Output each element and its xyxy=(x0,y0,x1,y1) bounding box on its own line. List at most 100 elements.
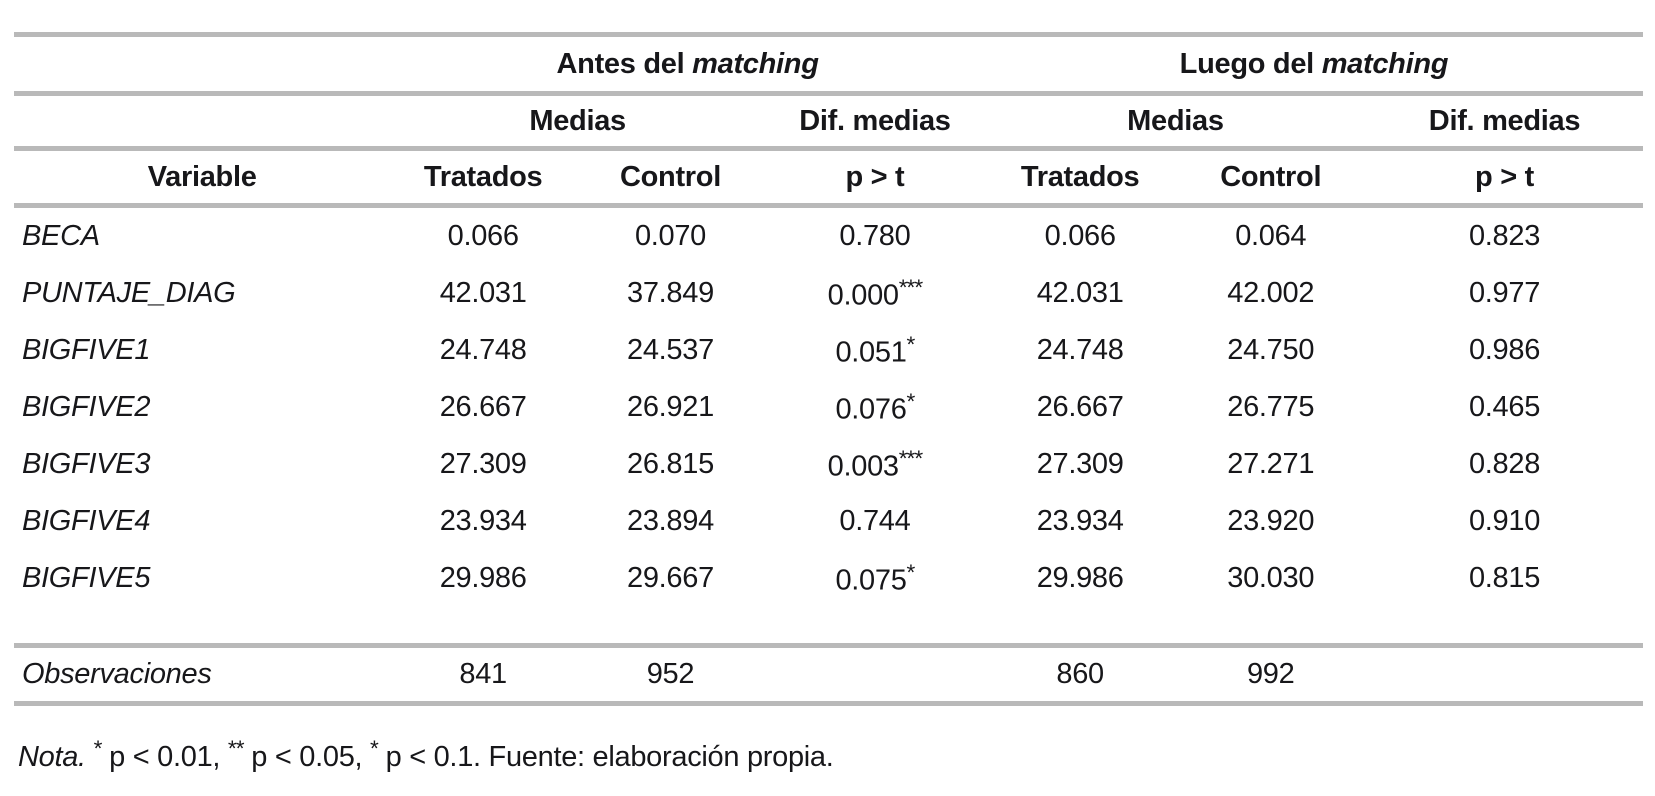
variable-name: BECA xyxy=(22,220,100,252)
group-header-row: Antes del matching Luego del matching xyxy=(14,34,1643,96)
antes-tratados-value: 0.066 xyxy=(447,220,519,252)
luego-control-value: 26.775 xyxy=(1227,391,1315,423)
antes-tratados-value: 42.031 xyxy=(439,277,527,309)
antes-control-value: 37.849 xyxy=(627,277,714,309)
luego-tratados-value: 24.748 xyxy=(1036,334,1124,366)
balance-table-container: Antes del matching Luego del matching Me… xyxy=(14,32,1643,706)
antes-control-value: 26.921 xyxy=(627,391,714,423)
antes-del-matching-header: Antes del matching xyxy=(390,34,985,96)
table-body: BECA 0.066 0.070 0.780 0.066 0.064 0.823 PUNTAJ… xyxy=(14,206,1643,646)
significance-stars: * xyxy=(906,559,916,585)
luego-control-value: 27.271 xyxy=(1227,448,1315,480)
antes-control-value: 26.815 xyxy=(627,448,714,480)
luego-p-value: 0.815 xyxy=(1468,562,1541,594)
antes-p-value: 0.076* xyxy=(835,388,916,426)
matching-balance-table: Antes del matching Luego del matching Me… xyxy=(14,32,1643,706)
luego-tratados-value: 27.309 xyxy=(1036,448,1124,480)
table-row: BIGFIVE5 29.986 29.667 0.075* 29.986 30.030 0.… xyxy=(14,550,1643,646)
table-row: BIGFIVE2 26.667 26.921 0.076* 26.667 26.775 0.… xyxy=(14,379,1643,436)
variable-name: BIGFIVE3 xyxy=(22,448,151,480)
luego-p-value: 0.977 xyxy=(1468,277,1541,309)
observations-label: Observaciones xyxy=(14,643,391,706)
antes-p-value: 0.000*** xyxy=(827,274,924,312)
luego-control-value: 42.002 xyxy=(1227,277,1315,309)
observations-row: Observaciones 841 952 860 992 xyxy=(14,643,1643,706)
note-sig2-text: p < 0.05, xyxy=(251,741,363,774)
luego-control-value: 24.750 xyxy=(1227,334,1315,366)
variable-name: BIGFIVE5 xyxy=(22,562,151,594)
antes-control-value: 23.894 xyxy=(627,505,714,537)
antes-tratados-value: 29.986 xyxy=(439,562,527,594)
luego-p-value: 0.910 xyxy=(1468,505,1541,537)
luego-control-value: 0.064 xyxy=(1235,220,1307,252)
luego-tratados-value: 23.934 xyxy=(1036,505,1124,537)
table-row: BIGFIVE1 24.748 24.537 0.051* 24.748 24.750 0.… xyxy=(14,322,1643,379)
antes-matching-label: matching xyxy=(692,47,819,80)
variable-name: BIGFIVE1 xyxy=(22,334,151,366)
antes-tratados-value: 24.748 xyxy=(439,334,527,366)
luego-p-value: 0.823 xyxy=(1468,220,1541,252)
dif-medias-header-luego: Dif. medias xyxy=(1366,93,1643,151)
antes-tratados-value: 27.309 xyxy=(439,448,527,480)
luego-del-label: Luego del xyxy=(1179,47,1315,80)
p-gt-t-column-header-antes: p > t xyxy=(764,148,985,208)
table-row: BIGFIVE3 27.309 26.815 0.003*** 27.309 27.271… xyxy=(14,436,1643,493)
control-column-header-luego: Control xyxy=(1175,148,1367,208)
luego-control-value: 30.030 xyxy=(1227,562,1315,594)
empty-cell xyxy=(1366,643,1643,706)
antes-del-label: Antes del xyxy=(556,47,685,80)
antes-tratados-value: 26.667 xyxy=(439,391,527,423)
observations-luego-control: 992 xyxy=(1175,643,1367,706)
p-gt-t-column-header-luego: p > t xyxy=(1366,148,1643,208)
antes-p-value: 0.744 xyxy=(839,505,911,537)
significance-stars: *** xyxy=(898,445,923,471)
empty-cell xyxy=(14,34,391,96)
note-sig2-stars: ** xyxy=(227,736,245,761)
empty-cell xyxy=(14,93,391,151)
note-sig1-text: p < 0.01, xyxy=(109,741,221,774)
luego-tratados-value: 26.667 xyxy=(1036,391,1124,423)
medias-header-luego: Medias xyxy=(984,93,1367,151)
significance-stars: * xyxy=(906,388,916,414)
antes-p-value: 0.051* xyxy=(835,331,916,369)
luego-control-value: 23.920 xyxy=(1227,505,1315,537)
luego-p-value: 0.828 xyxy=(1468,448,1541,480)
subgroup-header-row: Medias Dif. medias Medias Dif. medias xyxy=(14,93,1643,151)
antes-p-value: 0.003*** xyxy=(827,445,924,483)
tratados-column-header-luego: Tratados xyxy=(984,148,1176,208)
luego-del-matching-header: Luego del matching xyxy=(984,34,1643,96)
variable-name: BIGFIVE4 xyxy=(22,505,151,537)
note-sig3-text: p < 0.1. xyxy=(385,741,481,774)
tratados-column-header-antes: Tratados xyxy=(390,148,576,208)
antes-p-value: 0.780 xyxy=(839,220,911,252)
empty-cell xyxy=(764,643,985,706)
dif-medias-header-antes: Dif. medias xyxy=(764,93,985,151)
table-row: BIGFIVE4 23.934 23.894 0.744 23.934 23.920 0.9… xyxy=(14,493,1643,550)
table-row: BECA 0.066 0.070 0.780 0.066 0.064 0.823 xyxy=(14,206,1643,266)
note-label: Nota. xyxy=(18,741,86,774)
antes-tratados-value: 23.934 xyxy=(439,505,527,537)
medias-header-antes: Medias xyxy=(390,93,765,151)
antes-control-value: 29.667 xyxy=(627,562,714,594)
observations-luego-tratados: 860 xyxy=(984,643,1176,706)
significance-stars: * xyxy=(906,331,916,357)
luego-p-value: 0.986 xyxy=(1468,334,1541,366)
table-row: PUNTAJE_DIAG 42.031 37.849 0.000*** 42.031 42… xyxy=(14,265,1643,322)
antes-control-value: 0.070 xyxy=(634,220,707,252)
variable-name: PUNTAJE_DIAG xyxy=(22,277,236,309)
antes-p-value: 0.075* xyxy=(835,559,916,597)
note-sig1-stars: * xyxy=(93,736,103,761)
luego-tratados-value: 42.031 xyxy=(1036,277,1124,309)
variable-name: BIGFIVE2 xyxy=(22,391,151,423)
observations-antes-control: 952 xyxy=(576,643,765,706)
luego-matching-label: matching xyxy=(1321,47,1449,80)
luego-tratados-value: 0.066 xyxy=(1044,220,1116,252)
significance-stars: *** xyxy=(898,274,923,300)
variable-column-header: Variable xyxy=(14,148,391,208)
note-sig3-stars: * xyxy=(370,736,379,761)
column-header-row: Variable Tratados Control p > t Tratados… xyxy=(14,148,1643,208)
observations-antes-tratados: 841 xyxy=(390,643,576,706)
luego-tratados-value: 29.986 xyxy=(1036,562,1124,594)
note-source: Fuente: elaboración propia. xyxy=(488,741,834,774)
antes-control-value: 24.537 xyxy=(627,334,714,366)
